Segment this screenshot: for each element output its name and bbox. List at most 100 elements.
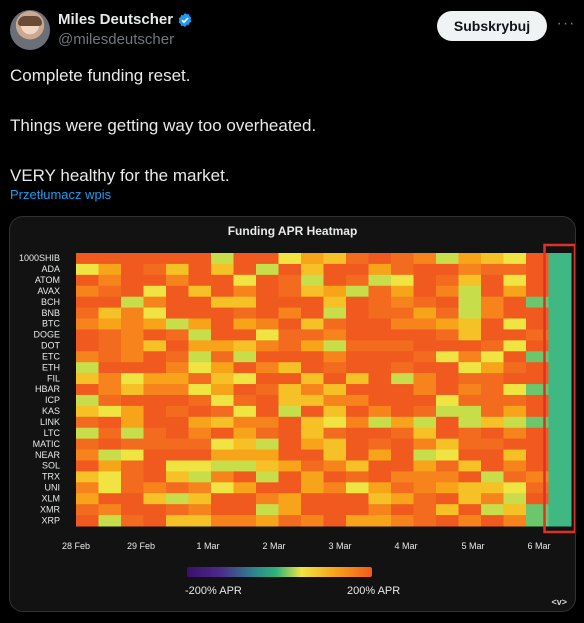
heatmap-cell: [301, 471, 324, 483]
heatmap-cell: [526, 515, 549, 527]
heatmap-cell: [346, 449, 369, 461]
heatmap-cell: [503, 471, 527, 483]
heatmap-cell: [413, 329, 437, 341]
heatmap-cell: [413, 427, 437, 440]
heatmap-cell: [188, 384, 212, 396]
heatmap-cell: [256, 274, 279, 287]
heatmap-cell: [436, 471, 459, 483]
heatmap-cell: [166, 329, 189, 341]
heatmap-cell: [481, 253, 504, 265]
heatmap-cell: [368, 471, 392, 483]
heatmap-cell: [458, 460, 482, 472]
heatmap-cell: [301, 373, 324, 385]
heatmap-cell: [548, 384, 572, 396]
heatmap-cell: [98, 482, 122, 494]
heatmap-cell: [503, 482, 527, 494]
author-name[interactable]: Miles Deutscher: [58, 11, 174, 28]
heatmap-cell: [391, 285, 414, 298]
heatmap-cell: [503, 427, 527, 440]
heatmap-cell: [98, 274, 122, 287]
heatmap-cell: [256, 493, 279, 505]
heatmap-cell: [301, 504, 324, 516]
heatmap-cell: [503, 263, 527, 276]
heatmap-cell: [346, 373, 369, 385]
heatmap-cell: [166, 263, 189, 276]
heatmap-cell: [233, 460, 257, 472]
heatmap-cell: [458, 384, 482, 396]
heatmap-cell: [346, 253, 369, 265]
heatmap-cell: [233, 482, 257, 494]
heatmap-cell: [301, 296, 324, 309]
heatmap-cell: [121, 416, 144, 429]
heatmap-cell: [121, 373, 144, 385]
heatmap-cell: [458, 253, 482, 265]
heatmap-cell: [256, 285, 279, 298]
heatmap-cell: [76, 274, 99, 287]
heatmap-cell: [391, 427, 414, 440]
heatmap-cell: [526, 460, 549, 472]
author-avatar[interactable]: [10, 10, 50, 50]
heatmap-cell: [278, 263, 302, 276]
row-label: ETH: [42, 362, 60, 372]
heatmap-cell: [346, 416, 369, 429]
heatmap-cell: [188, 263, 212, 276]
heatmap-cell: [256, 405, 279, 418]
embed-code-icon[interactable]: <v>: [551, 597, 567, 607]
heatmap-cell: [278, 384, 302, 396]
heatmap-cell: [166, 253, 189, 265]
heatmap-cell: [346, 504, 369, 516]
heatmap-cell: [256, 515, 279, 527]
heatmap-cell: [323, 471, 347, 483]
heatmap-cell: [323, 394, 347, 407]
heatmap-cell: [436, 460, 459, 472]
heatmap-cell: [76, 482, 99, 494]
heatmap-cell: [413, 263, 437, 276]
heatmap-cell: [436, 384, 459, 396]
heatmap-cell: [413, 274, 437, 287]
more-horizontal-icon[interactable]: ···: [556, 15, 576, 32]
heatmap-cell: [143, 449, 167, 461]
heatmap-cell: [98, 384, 122, 396]
author-handle[interactable]: @milesdeutscher: [58, 31, 175, 48]
heatmap-cell: [526, 318, 549, 330]
heatmap-cell: [211, 373, 234, 385]
heatmap-cell: [166, 416, 189, 429]
heatmap-cell: [481, 427, 504, 440]
heatmap-cell: [436, 405, 459, 418]
heatmap-cell: [143, 405, 167, 418]
heatmap-cell: [121, 427, 144, 440]
heatmap-cell: [548, 274, 572, 287]
heatmap-cell: [233, 296, 257, 309]
heatmap-cell: [458, 438, 482, 451]
heatmap-cell: [233, 329, 257, 341]
heatmap-cell: [548, 416, 572, 429]
subscribe-button[interactable]: Subskrybuj: [437, 11, 547, 41]
heatmap-cell: [143, 427, 167, 440]
heatmap-cell: [391, 296, 414, 309]
heatmap-cell: [301, 263, 324, 276]
heatmap-cell: [278, 460, 302, 472]
row-label: TRX: [42, 472, 60, 482]
heatmap-cell: [166, 405, 189, 418]
heatmap-cell: [503, 449, 527, 461]
heatmap-cell: [548, 373, 572, 385]
heatmap-cell: [526, 493, 549, 505]
heatmap-cell: [436, 373, 459, 385]
heatmap-cell: [458, 285, 482, 298]
heatmap-cell: [323, 373, 347, 385]
heatmap-cell: [211, 449, 234, 461]
heatmap-cell: [278, 285, 302, 298]
heatmap-cell: [166, 340, 189, 352]
heatmap-cell: [301, 482, 324, 494]
heatmap-cell: [121, 318, 144, 330]
media-card[interactable]: Funding APR Heatmap 1000SHIB ADA ATOM AVAX B…: [9, 216, 576, 612]
heatmap-cell: [233, 253, 257, 265]
heatmap-cell: [391, 460, 414, 472]
heatmap-cell: [548, 449, 572, 461]
translate-link[interactable]: Przetłumacz wpis: [10, 187, 112, 202]
heatmap-cell: [346, 296, 369, 309]
heatmap-cell: [391, 318, 414, 330]
heatmap-cell: [188, 416, 212, 429]
heatmap-cell: [391, 449, 414, 461]
heatmap-cell: [346, 263, 369, 276]
